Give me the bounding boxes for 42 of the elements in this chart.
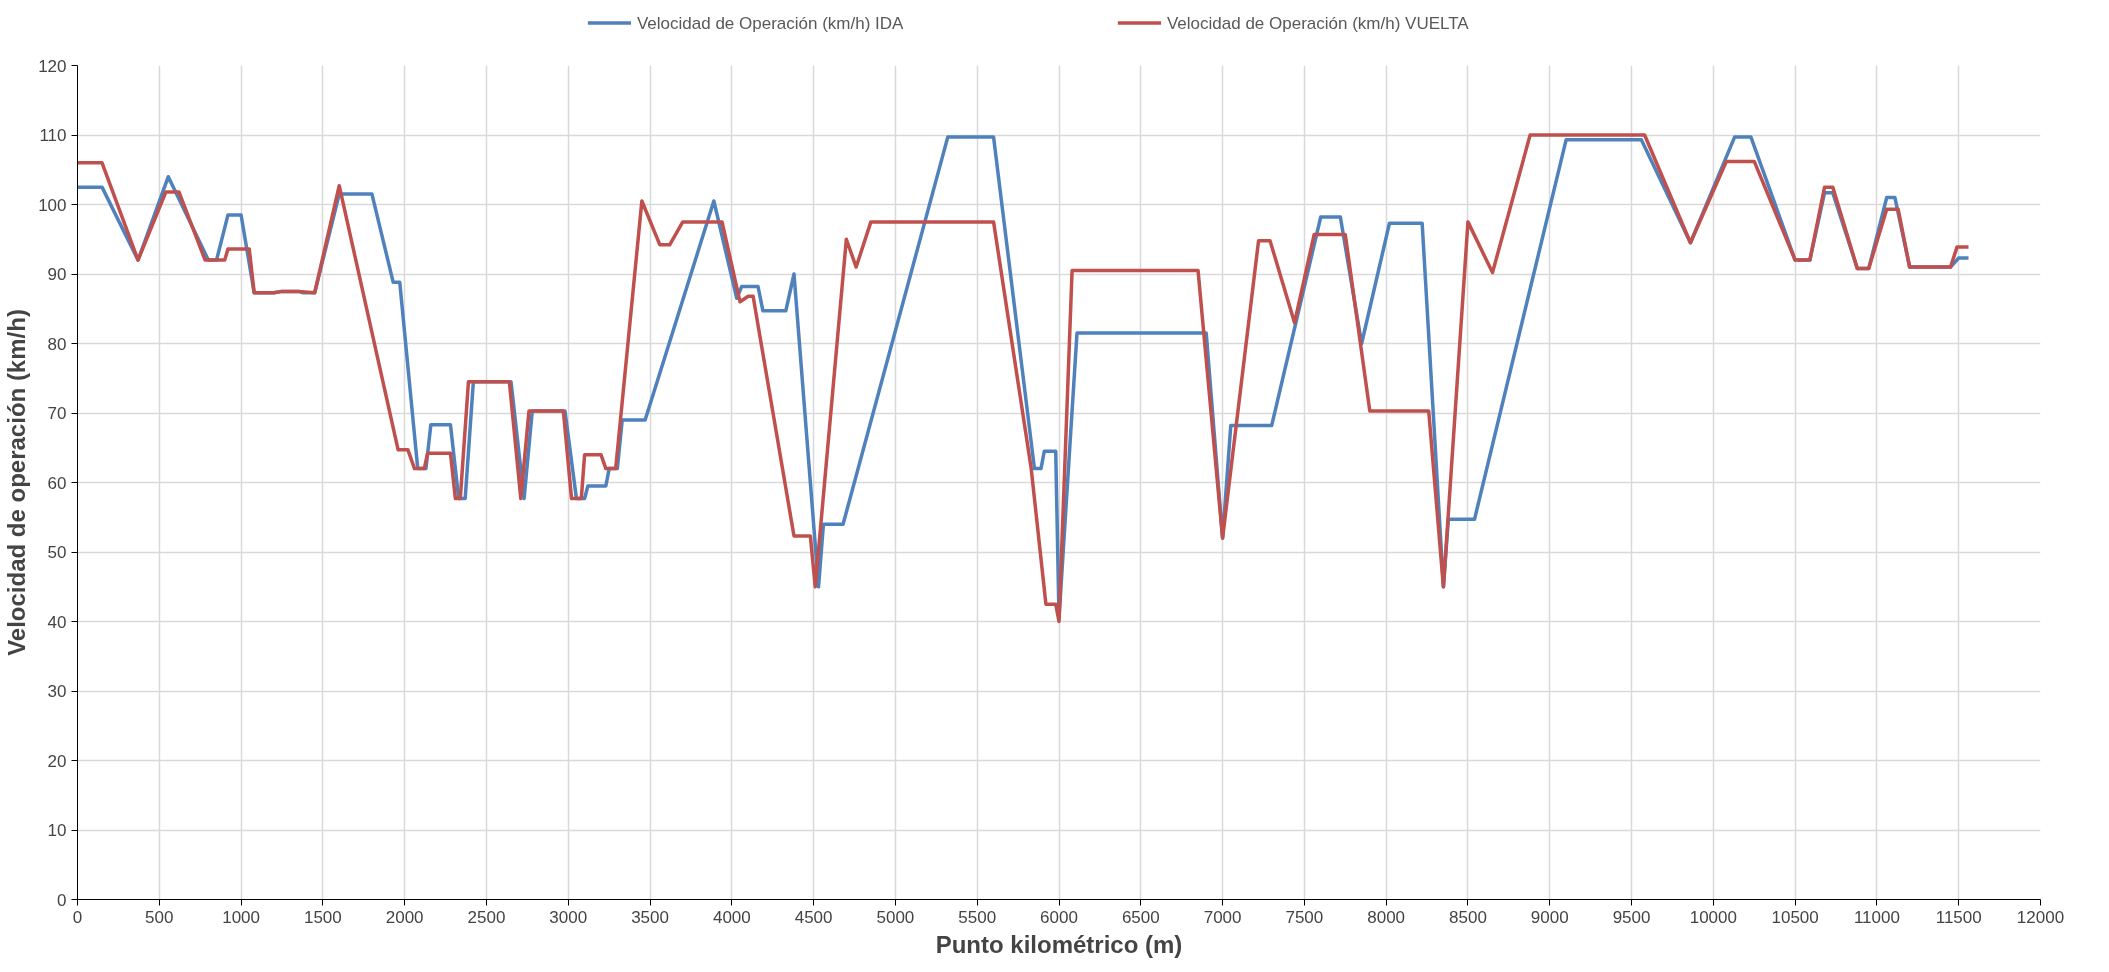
- x-tick-label: 4000: [712, 907, 751, 927]
- x-tick-label: 2000: [385, 907, 424, 927]
- y-tick-label: 120: [38, 56, 67, 76]
- x-tick-label: 1500: [303, 907, 342, 927]
- y-tick-label: 70: [47, 404, 67, 423]
- x-tick-label: 10000: [1689, 907, 1737, 927]
- y-tick-label: 40: [47, 612, 67, 632]
- y-tick-label: 90: [47, 265, 67, 284]
- y-tick-label: 80: [47, 334, 67, 354]
- y-tick-label: 110: [39, 126, 67, 145]
- y-tick-label: 10: [47, 821, 67, 840]
- x-tick-label: 12000: [2016, 907, 2065, 927]
- legend-label: Velocidad de Operación (km/h) IDA: [636, 13, 905, 33]
- x-tick-label: 500: [145, 907, 174, 927]
- x-tick-label: 1000: [222, 907, 260, 927]
- x-tick-label: 3000: [549, 907, 588, 927]
- y-tick-label: 30: [47, 682, 67, 701]
- x-tick-label: 11000: [1853, 907, 1900, 927]
- y-tick-label: 60: [47, 473, 67, 493]
- x-tick-label: 11500: [1935, 907, 1982, 927]
- x-tick-label: 10500: [1771, 907, 1819, 927]
- x-tick-label: 7000: [1203, 907, 1242, 927]
- x-tick-label: 5500: [958, 907, 997, 927]
- y-tick-label: 50: [47, 543, 67, 562]
- x-axis-title: Punto kilométrico (m): [935, 930, 1183, 958]
- x-tick-label: 9500: [1612, 907, 1651, 927]
- x-tick-label: 7500: [1285, 907, 1324, 927]
- x-tick-label: 6000: [1040, 907, 1078, 927]
- x-tick-label: 0: [72, 907, 83, 927]
- x-tick-label: 4500: [794, 907, 833, 927]
- x-tick-label: 8500: [1449, 907, 1487, 927]
- y-tick-label: 100: [38, 195, 67, 215]
- y-tick-label: 0: [57, 890, 67, 910]
- x-tick-label: 9000: [1530, 907, 1569, 927]
- x-tick-label: 6500: [1121, 907, 1160, 927]
- legend-label: Velocidad de Operación (km/h) VUELTA: [1166, 13, 1470, 33]
- x-tick-label: 2500: [467, 907, 506, 927]
- x-tick-label: 5000: [876, 907, 915, 927]
- x-tick-label: 3500: [631, 907, 669, 927]
- y-tick-label: 20: [47, 751, 67, 771]
- x-tick-label: 8000: [1367, 907, 1406, 927]
- y-axis-title: Velocidad de operación (km/h): [3, 309, 31, 656]
